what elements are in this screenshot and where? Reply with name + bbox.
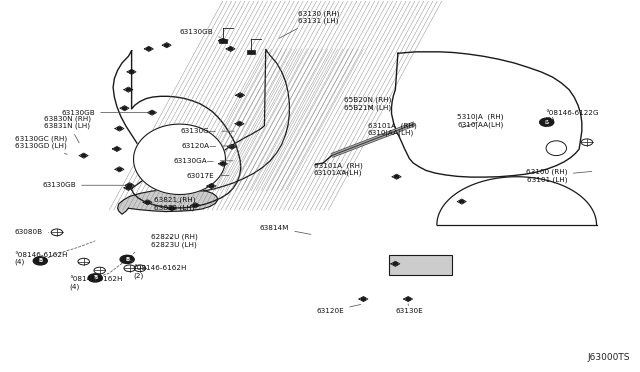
Text: 63830N (RH)
63831N (LH): 63830N (RH) 63831N (LH) bbox=[44, 115, 91, 143]
Circle shape bbox=[88, 274, 102, 282]
Circle shape bbox=[126, 186, 131, 189]
Circle shape bbox=[228, 48, 233, 50]
Circle shape bbox=[120, 255, 134, 263]
Circle shape bbox=[361, 298, 365, 300]
Text: 63017E: 63017E bbox=[187, 173, 229, 179]
Text: °08146-6162H
(4): °08146-6162H (4) bbox=[15, 251, 68, 265]
Text: °08146-6162H
(4): °08146-6162H (4) bbox=[70, 276, 123, 290]
Text: J63000TS: J63000TS bbox=[588, 353, 630, 362]
Text: 63130GB: 63130GB bbox=[179, 29, 220, 37]
Bar bbox=[248, 50, 255, 54]
Circle shape bbox=[164, 44, 169, 46]
Circle shape bbox=[117, 127, 122, 130]
Text: 63080B: 63080B bbox=[15, 229, 49, 235]
Text: 63814M: 63814M bbox=[260, 225, 311, 234]
Text: 65B20N (RH)
65B21M (LH): 65B20N (RH) 65B21M (LH) bbox=[344, 97, 392, 111]
Text: °08146-6162H
(2): °08146-6162H (2) bbox=[130, 260, 187, 279]
Text: 63101A  (RH)
6310|AA(LH): 63101A (RH) 6310|AA(LH) bbox=[368, 122, 417, 137]
Text: 63130GB: 63130GB bbox=[42, 182, 124, 188]
Circle shape bbox=[221, 39, 225, 42]
FancyBboxPatch shape bbox=[389, 254, 452, 275]
Circle shape bbox=[209, 185, 214, 187]
Circle shape bbox=[170, 207, 174, 209]
Text: 63821 (RH)
63822 (LH): 63821 (RH) 63822 (LH) bbox=[154, 197, 195, 211]
Text: 63130G—: 63130G— bbox=[180, 128, 234, 134]
Circle shape bbox=[122, 107, 127, 109]
Circle shape bbox=[117, 168, 122, 171]
Circle shape bbox=[115, 148, 119, 150]
Circle shape bbox=[127, 184, 132, 186]
Text: 63130GC (RH)
63130GD (LH): 63130GC (RH) 63130GD (LH) bbox=[15, 135, 67, 154]
Circle shape bbox=[230, 145, 234, 148]
Circle shape bbox=[237, 122, 242, 125]
Circle shape bbox=[540, 118, 554, 126]
Circle shape bbox=[460, 200, 464, 203]
Bar bbox=[220, 39, 227, 43]
Polygon shape bbox=[113, 51, 241, 208]
Text: B: B bbox=[125, 257, 129, 262]
Circle shape bbox=[145, 201, 150, 203]
Text: 63120A—: 63120A— bbox=[181, 143, 233, 149]
Text: 63130GA—: 63130GA— bbox=[173, 158, 233, 164]
Circle shape bbox=[221, 163, 225, 165]
Circle shape bbox=[238, 94, 243, 96]
Circle shape bbox=[150, 111, 154, 114]
Circle shape bbox=[394, 176, 399, 178]
Circle shape bbox=[81, 154, 86, 157]
Circle shape bbox=[126, 88, 131, 91]
Circle shape bbox=[393, 263, 397, 265]
Text: 63130GB: 63130GB bbox=[61, 110, 149, 116]
Polygon shape bbox=[118, 189, 218, 214]
Text: °08146-6122G
(2): °08146-6122G (2) bbox=[545, 110, 598, 127]
Circle shape bbox=[193, 204, 198, 206]
Text: 63130 (RH)
63131 (LH): 63130 (RH) 63131 (LH) bbox=[279, 10, 339, 38]
Text: 63130E: 63130E bbox=[396, 304, 423, 314]
Text: 63120E: 63120E bbox=[317, 304, 361, 314]
Text: B: B bbox=[93, 275, 97, 280]
Polygon shape bbox=[134, 124, 225, 195]
Text: B: B bbox=[38, 259, 42, 263]
Text: 5310|A  (RH)
6310|AA(LH): 5310|A (RH) 6310|AA(LH) bbox=[458, 113, 504, 129]
Circle shape bbox=[33, 257, 47, 265]
Text: 63100 (RH)
63101 (LH): 63100 (RH) 63101 (LH) bbox=[526, 169, 592, 183]
Text: 62822U (RH)
62823U (LH): 62822U (RH) 62823U (LH) bbox=[151, 234, 198, 248]
Text: B: B bbox=[545, 120, 549, 125]
Circle shape bbox=[129, 71, 134, 73]
Polygon shape bbox=[392, 52, 582, 177]
Circle shape bbox=[406, 298, 410, 300]
Circle shape bbox=[147, 48, 151, 50]
Polygon shape bbox=[191, 49, 289, 191]
Text: 63101A  (RH)
63101AA(LH): 63101A (RH) 63101AA(LH) bbox=[314, 162, 362, 176]
